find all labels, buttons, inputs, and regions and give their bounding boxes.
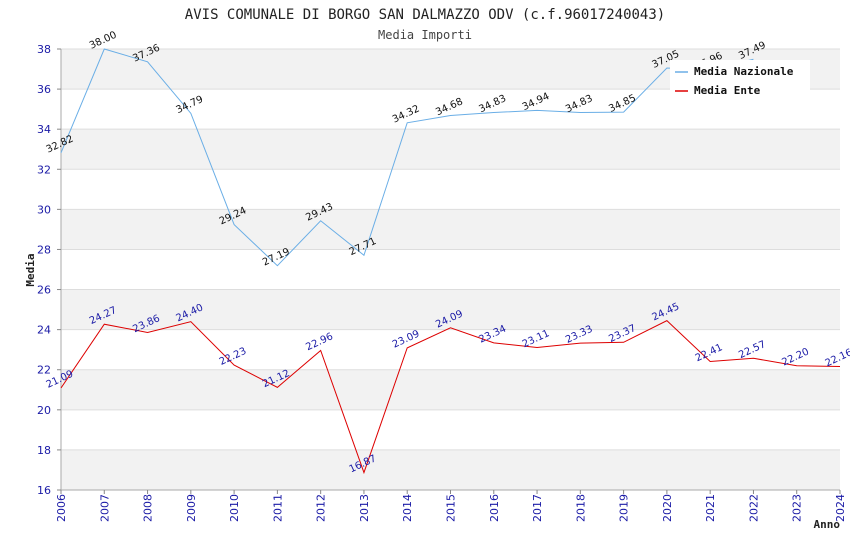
x-tick-label: 2007: [98, 494, 111, 522]
y-tick-label: 32: [37, 163, 51, 176]
x-tick-label: 2011: [271, 494, 284, 522]
grid-band: [61, 289, 840, 330]
grid-band: [61, 449, 840, 490]
x-tick-label: 2012: [315, 494, 328, 522]
y-tick-label: 22: [37, 364, 51, 377]
data-label: 34.32: [391, 103, 422, 125]
y-tick-label: 28: [37, 243, 51, 256]
x-tick-label: 2016: [488, 494, 501, 522]
y-axis-ticks: 16 18 20 22 24 26 28 30 32 34 36 38: [37, 43, 61, 497]
legend-label-nazionale: Media Nazionale: [694, 65, 794, 78]
chart-title: AVIS COMUNALE DI BORGO SAN DALMAZZO ODV …: [185, 7, 665, 23]
y-axis-label: Media: [24, 253, 37, 286]
y-tick-label: 16: [37, 484, 51, 497]
legend-label-ente: Media Ente: [694, 84, 761, 97]
x-tick-label: 2020: [661, 494, 674, 522]
data-label: 22.57: [737, 339, 768, 361]
x-tick-label: 2022: [747, 494, 760, 522]
x-tick-label: 2014: [401, 494, 414, 522]
legend: Media Nazionale Media Ente: [670, 60, 810, 100]
x-axis-label: Anno: [814, 518, 841, 531]
x-tick-label: 2015: [445, 494, 458, 522]
x-tick-label: 2023: [791, 494, 804, 522]
x-tick-label: 2013: [358, 494, 371, 522]
x-tick-label: 2024: [834, 494, 847, 522]
series-lines: [60, 48, 841, 475]
series-line-media-nazionale: [60, 48, 754, 267]
x-tick-label: 2017: [531, 494, 544, 522]
data-label: 22.96: [304, 331, 335, 353]
x-tick-label: 2019: [618, 494, 631, 522]
y-tick-label: 30: [37, 203, 51, 216]
x-tick-label: 2008: [142, 494, 155, 522]
y-tick-label: 18: [37, 444, 51, 457]
x-tick-label: 2010: [228, 494, 241, 522]
grid-band: [61, 369, 840, 410]
x-tick-label: 2018: [574, 494, 587, 522]
chart-subtitle: Media Importi: [378, 28, 472, 42]
y-tick-label: 26: [37, 284, 51, 297]
x-tick-label: 2009: [185, 494, 198, 522]
x-tick-label: 2021: [704, 494, 717, 522]
y-tick-label: 34: [37, 123, 51, 136]
data-label: 34.94: [521, 91, 552, 113]
y-tick-label: 36: [37, 83, 51, 96]
grid-band: [61, 209, 840, 250]
legend-box: [670, 60, 810, 100]
data-label: 34.85: [607, 93, 638, 115]
data-label: 38.00: [88, 30, 119, 52]
y-tick-label: 38: [37, 43, 51, 56]
x-tick-label: 2006: [55, 494, 68, 522]
x-axis-ticks: 2006 2007 2008 2009 2010 2011 2012 2013 2014 2015…: [55, 490, 847, 522]
y-tick-label: 20: [37, 404, 51, 417]
grid-band: [61, 129, 840, 170]
series-line-media-ente: [60, 320, 841, 475]
data-label: 23.09: [391, 329, 422, 351]
y-tick-label: 24: [37, 324, 51, 337]
